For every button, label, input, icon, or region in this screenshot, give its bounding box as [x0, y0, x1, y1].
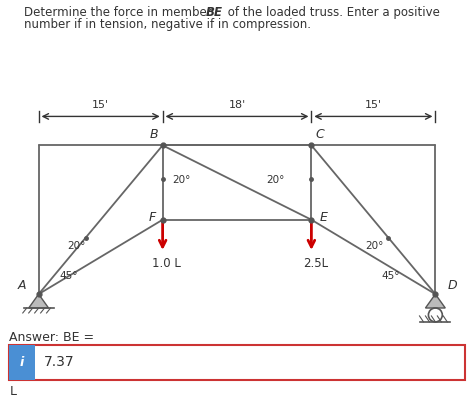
Polygon shape — [426, 294, 445, 308]
Text: C: C — [316, 128, 324, 141]
Text: 15': 15' — [92, 100, 109, 110]
Text: L: L — [9, 385, 17, 398]
Text: 18': 18' — [228, 100, 246, 110]
Text: 20°: 20° — [173, 174, 191, 185]
FancyBboxPatch shape — [9, 345, 35, 380]
Text: BE: BE — [206, 6, 223, 19]
Text: 20°: 20° — [68, 241, 86, 251]
Text: i: i — [20, 356, 24, 369]
Text: 20°: 20° — [365, 241, 383, 251]
Text: A: A — [18, 279, 26, 292]
Text: 45°: 45° — [382, 271, 400, 281]
Text: 20°: 20° — [266, 174, 284, 185]
Text: B: B — [150, 128, 158, 141]
Text: number if in tension, negative if in compression.: number if in tension, negative if in com… — [24, 18, 310, 31]
Text: F: F — [149, 211, 156, 224]
Text: E: E — [319, 211, 328, 224]
Text: 7.37: 7.37 — [44, 356, 74, 369]
Text: 45°: 45° — [59, 271, 78, 281]
Text: 15': 15' — [365, 100, 382, 110]
FancyBboxPatch shape — [9, 345, 465, 380]
Text: D: D — [448, 279, 457, 292]
Polygon shape — [29, 294, 48, 308]
Text: of the loaded truss. Enter a positive: of the loaded truss. Enter a positive — [224, 6, 440, 19]
Text: 2.5L: 2.5L — [303, 257, 328, 270]
Text: Answer: BE =: Answer: BE = — [9, 331, 95, 344]
Text: 1.0 L: 1.0 L — [152, 257, 181, 270]
Text: Determine the force in member: Determine the force in member — [24, 6, 215, 19]
